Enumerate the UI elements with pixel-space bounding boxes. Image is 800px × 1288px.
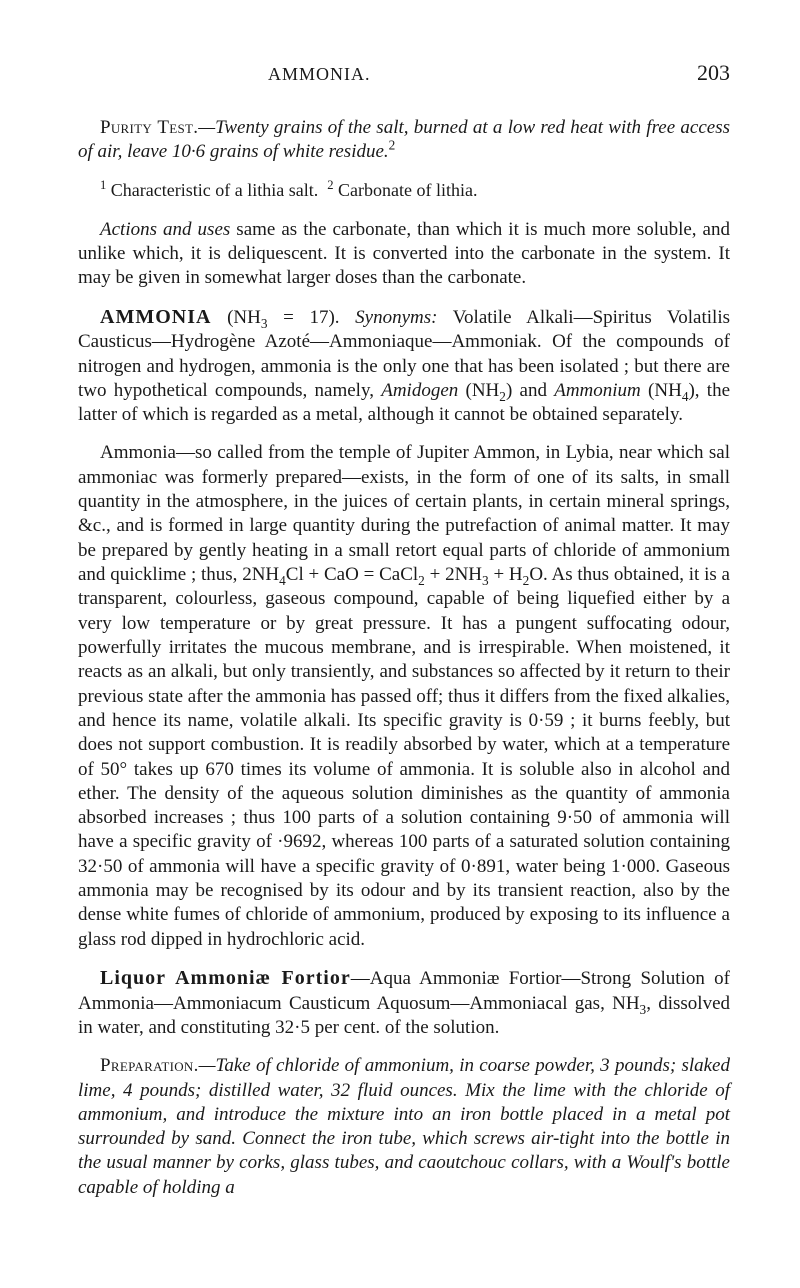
p2-e: O. As thus obtained, it is a transparent… [78, 564, 730, 950]
footnote-mark-1: 1 [100, 178, 106, 192]
amidogen: Amidogen [381, 380, 458, 401]
preparation-label: Preparation. [100, 1055, 199, 1076]
running-header: AMMONIA. 203 [78, 60, 730, 86]
p2-s3: 3 [482, 573, 489, 588]
ammonia-body2-sub: 2 [499, 389, 506, 404]
ammonia-body4: (NH [641, 380, 682, 401]
ammonia-entry-p2: Ammonia—so called from the temple of Jup… [78, 441, 730, 952]
p2-b: Cl + CaO = CaCl [286, 564, 418, 585]
formula-post: = 17). [268, 307, 356, 328]
purity-test-paragraph: Purity Test.—Twenty grains of the salt, … [78, 116, 730, 165]
footnote-ref-2: 2 [389, 138, 396, 153]
formula-sub: 3 [261, 315, 268, 330]
liquor-paragraph: Liquor Ammoniæ Fortior—Aqua Ammoniæ Fort… [78, 966, 730, 1040]
header-title: AMMONIA. [268, 64, 371, 85]
actions-paragraph: Actions and uses same as the carbonate, … [78, 218, 730, 291]
p2-s1: 4 [279, 573, 286, 588]
purity-label: Purity Test. [100, 117, 198, 138]
footnotes: 1 Characteristic of a lithia salt. 2 Car… [78, 179, 730, 202]
page-number: 203 [697, 60, 730, 86]
actions-label: Actions and uses [100, 219, 230, 240]
synonyms-label: Synonyms: [355, 307, 437, 328]
p2-c: + 2NH [425, 564, 482, 585]
p2-d: + H [489, 564, 523, 585]
formula-pre: (NH [211, 307, 260, 328]
ammonia-entry-p1: AMMONIA (NH3 = 17). Synonyms: Volatile A… [78, 305, 730, 428]
footnote-2: Carbonate of lithia. [338, 180, 477, 200]
ammonia-head: AMMONIA [100, 306, 211, 328]
p2-s2: 2 [418, 573, 425, 588]
preparation-paragraph: Preparation.—Take of chloride of ammoniu… [78, 1054, 730, 1200]
page-container: AMMONIA. 203 Purity Test.—Twenty grains … [0, 0, 800, 1274]
footnote-mark-2: 2 [327, 178, 333, 192]
liquor-head: Liquor Ammoniæ Fortior [100, 967, 351, 989]
ammonia-body3: ) and [506, 380, 554, 401]
ammonia-body2: (NH [458, 380, 499, 401]
footnote-1: Characteristic of a lithia salt. [111, 180, 318, 200]
preparation-body: —Take of chloride of ammonium, in coarse… [78, 1055, 730, 1198]
ammonium: Ammonium [554, 380, 641, 401]
